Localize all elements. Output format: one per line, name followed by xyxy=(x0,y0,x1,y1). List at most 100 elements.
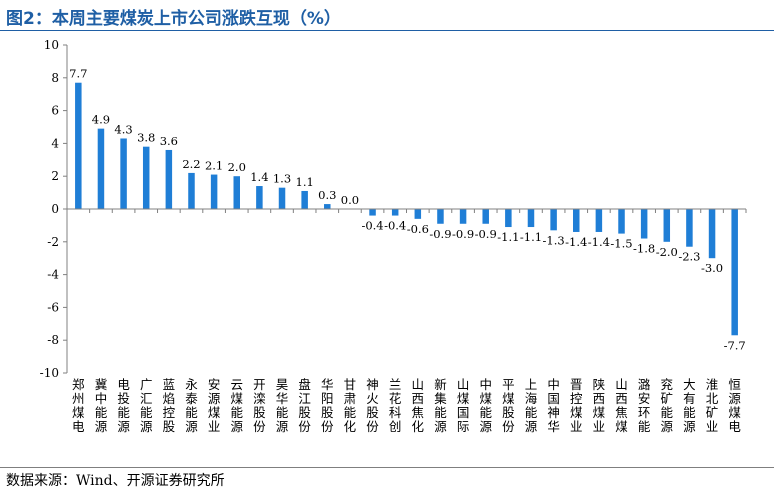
y-tick-label: -10 xyxy=(40,366,59,380)
bar xyxy=(369,209,376,216)
y-tick-label: 6 xyxy=(51,104,59,118)
bar xyxy=(142,146,150,209)
x-tick-label: 平煤股份 xyxy=(502,377,515,434)
bottom-rule xyxy=(0,467,774,468)
data-label: -0.6 xyxy=(407,222,429,236)
data-label: -1.8 xyxy=(633,242,655,256)
chart-title: 图2：本周主要煤炭上市公司涨跌互现（%） xyxy=(6,9,341,29)
data-label: -0.4 xyxy=(384,219,406,233)
data-label: 1.4 xyxy=(250,170,268,184)
top-rule xyxy=(0,30,774,31)
bar xyxy=(527,209,535,228)
bar xyxy=(663,209,671,242)
data-label: -3.0 xyxy=(701,261,723,275)
y-tick-label: 10 xyxy=(44,38,59,52)
bar xyxy=(686,209,693,247)
data-label: -1.3 xyxy=(543,233,565,247)
bar xyxy=(301,190,308,209)
bar xyxy=(391,209,399,216)
data-label: -1.4 xyxy=(588,235,610,249)
bar xyxy=(120,138,127,209)
y-tick-label: -4 xyxy=(47,268,59,282)
data-label: 0.0 xyxy=(341,193,359,207)
x-tick-label: 兖矿能源 xyxy=(661,377,674,434)
bar xyxy=(256,186,263,209)
x-tick-label: 甘肃能化 xyxy=(344,377,357,434)
data-label: 4.9 xyxy=(92,113,110,127)
data-label: -0.9 xyxy=(452,227,474,241)
x-tick-label: 山西焦煤 xyxy=(615,377,628,434)
data-label: 4.3 xyxy=(114,122,132,136)
data-label: -1.1 xyxy=(520,230,542,244)
y-tick-label: 8 xyxy=(51,71,59,85)
bar xyxy=(188,172,195,209)
bar xyxy=(482,209,489,224)
y-tick-label: -8 xyxy=(47,333,59,347)
bar xyxy=(459,209,467,224)
x-tick-label: 中煤能源 xyxy=(479,377,492,434)
bar xyxy=(595,209,603,232)
x-tick-label: 冀中能源 xyxy=(95,377,108,434)
bar xyxy=(278,187,286,209)
x-tick-label: 陕西煤业 xyxy=(593,377,606,434)
x-tick-label: 山煤国际 xyxy=(457,377,470,434)
data-label: -2.3 xyxy=(678,250,700,264)
data-label: 1.1 xyxy=(296,175,314,189)
data-label: 0.3 xyxy=(318,188,336,202)
x-tick-label: 永泰能源 xyxy=(185,377,198,434)
bar xyxy=(437,209,444,224)
x-tick-label: 上海能源 xyxy=(525,377,538,434)
x-tick-label: 神火股份 xyxy=(366,377,379,434)
bar xyxy=(233,176,240,209)
y-tick-label: 0 xyxy=(51,202,59,216)
source-note: 数据来源：Wind、开源证券研究所 xyxy=(6,473,225,489)
x-tick-label: 兰花科创 xyxy=(389,377,402,434)
bar xyxy=(731,209,738,336)
bar xyxy=(75,82,82,209)
data-label: -0.9 xyxy=(475,227,497,241)
data-label: -7.7 xyxy=(724,338,746,352)
data-label: -0.9 xyxy=(429,227,451,241)
data-label: 1.3 xyxy=(273,172,291,186)
data-label: 2.0 xyxy=(228,160,246,174)
data-label: 2.1 xyxy=(205,159,223,173)
x-tick-label: 昊华能源 xyxy=(276,377,289,434)
bar xyxy=(97,128,105,209)
x-tick-label: 华阳股份 xyxy=(321,377,334,434)
x-tick-label: 盘江股份 xyxy=(298,377,311,434)
data-label: -0.4 xyxy=(361,219,383,233)
x-tick-label: 蓝焰控股 xyxy=(163,377,176,434)
x-tick-label: 郑州煤电 xyxy=(72,377,85,434)
y-tick-label: -2 xyxy=(47,235,59,249)
x-tick-label: 淮北矿业 xyxy=(706,377,719,434)
y-tick-label: 4 xyxy=(51,136,59,150)
x-tick-label: 潞安环能 xyxy=(638,377,651,434)
bar xyxy=(165,149,173,209)
data-label: -1.4 xyxy=(565,235,587,249)
bar-series xyxy=(75,82,738,336)
bar xyxy=(550,209,557,231)
x-tick-label: 山西焦化 xyxy=(412,377,425,434)
bar xyxy=(573,209,580,232)
x-tick-label: 安源煤业 xyxy=(208,377,221,434)
data-label: 3.6 xyxy=(160,134,178,148)
x-tick-label: 开滦股份 xyxy=(253,377,266,434)
bar xyxy=(210,174,218,209)
data-label: -2.0 xyxy=(656,245,678,259)
bar xyxy=(708,209,716,259)
x-tick-label: 中国神华 xyxy=(547,377,560,434)
x-axis: 郑州煤电冀中能源电投能源广汇能源蓝焰控股永泰能源安源煤业云煤能源开滦股份昊华能源… xyxy=(66,208,747,434)
data-labels: 7.74.94.33.8 3.62.2 2.1 2.01.4 1.3 1.10.3 0.0-… xyxy=(69,67,746,353)
x-tick-label: 晋控煤业 xyxy=(570,377,583,434)
data-label: -1.1 xyxy=(497,230,519,244)
y-axis: 10 8 6 4 2 0 -2 -4 -6 -8 -10 xyxy=(40,38,68,380)
data-label: 3.8 xyxy=(137,131,155,145)
data-label: 2.2 xyxy=(182,157,200,171)
bar xyxy=(618,209,625,234)
y-tick-label: 2 xyxy=(51,169,59,183)
bar xyxy=(505,209,512,228)
bar xyxy=(640,209,648,239)
x-tick-label: 大有能源 xyxy=(683,377,696,434)
x-tick-label: 新集能源 xyxy=(434,377,447,434)
x-tick-label: 恒源煤电 xyxy=(728,377,741,434)
